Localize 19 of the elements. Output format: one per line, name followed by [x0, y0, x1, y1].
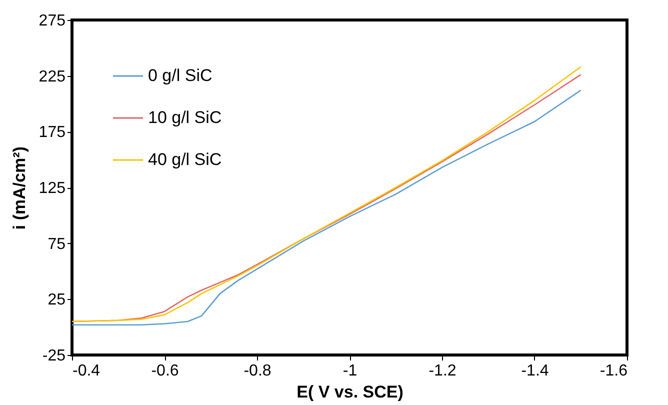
x-tick-label: -0.8: [244, 362, 272, 380]
y-tick-label: 225: [38, 68, 66, 86]
y-axis-title: i (mA/cm²): [10, 146, 29, 230]
y-tick-label: 25: [48, 292, 66, 309]
x-tick-label: -1.2: [428, 362, 456, 380]
y-tick-label: 125: [38, 180, 66, 197]
legend-label: 0 g/l SiC: [148, 66, 212, 85]
x-tick-label: -0.6: [151, 362, 179, 380]
x-tick-label: -1: [342, 362, 358, 380]
x-axis-title: E( V vs. SCE): [296, 382, 404, 402]
legend-label: 10 g/l SiC: [148, 108, 222, 127]
y-tick-label: 75: [48, 236, 66, 253]
x-tick-label: -1.4: [521, 362, 549, 380]
x-tick-label: -0.4: [72, 362, 100, 380]
y-tick-label: 275: [38, 12, 66, 30]
x-tick-label: -1.6: [600, 362, 628, 380]
y-tick-label: 175: [38, 124, 66, 142]
y-tick-label: -25: [42, 348, 66, 364]
legend-label: 40 g/l SiC: [148, 150, 222, 169]
